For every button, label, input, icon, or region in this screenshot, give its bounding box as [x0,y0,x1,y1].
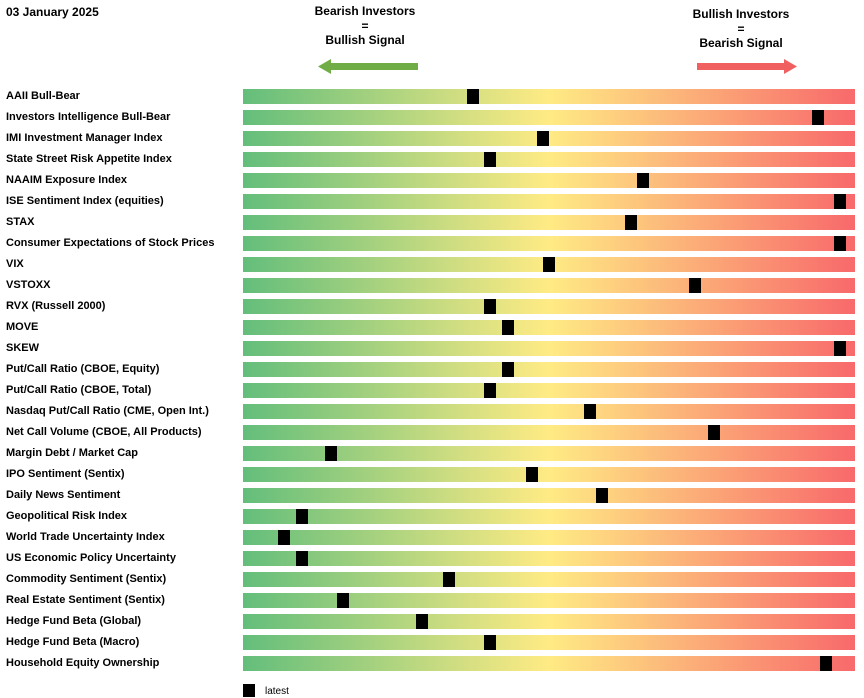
indicator-label: Margin Debt / Market Cap [6,447,139,459]
indicator-label: Nasdaq Put/Call Ratio (CME, Open Int.) [6,405,209,417]
indicator-label: Hedge Fund Beta (Macro) [6,636,140,648]
latest-marker [484,299,496,314]
indicator-label: Daily News Sentiment [6,489,121,501]
sentiment-range-bar [243,593,855,608]
latest-marker [502,362,514,377]
latest-marker [812,110,824,125]
signal-line: Bullish Investors [692,7,790,21]
indicator-label: VIX [6,258,24,270]
latest-marker [543,257,555,272]
indicator-label: Put/Call Ratio (CBOE, Total) [6,384,152,396]
sentiment-range-bar [243,299,855,314]
latest-marker [484,152,496,167]
sentiment-range-bar [243,194,855,209]
indicator-label: US Economic Policy Uncertainty [6,552,176,564]
latest-marker [584,404,596,419]
indicator-label: AAII Bull-Bear [6,90,80,102]
sentiment-range-bar [243,152,855,167]
indicator-label: RVX (Russell 2000) [6,300,106,312]
indicator-label: Consumer Expectations of Stock Prices [6,237,215,249]
latest-marker [537,131,549,146]
indicator-label: Hedge Fund Beta (Global) [6,615,142,627]
sentiment-range-bar [243,341,855,356]
sentiment-range-bar [243,362,855,377]
indicator-label: State Street Risk Appetite Index [6,153,172,165]
latest-marker [484,635,496,650]
indicator-label: World Trade Uncertainty Index [6,531,165,543]
latest-marker [502,320,514,335]
latest-marker [708,425,720,440]
indicator-label: Net Call Volume (CBOE, All Products) [6,426,202,438]
latest-marker [834,341,846,356]
sentiment-range-bar [243,467,855,482]
indicator-label: ISE Sentiment Index (equities) [6,195,164,207]
bearish-investors-signal: Bearish Investors = Bullish Signal [300,4,430,48]
latest-marker [443,572,455,587]
indicator-label: MOVE [6,321,39,333]
sentiment-range-bar [243,530,855,545]
latest-marker [337,593,349,608]
indicator-label: Put/Call Ratio (CBOE, Equity) [6,363,160,375]
latest-marker [689,278,701,293]
indicator-label: Real Estate Sentiment (Sentix) [6,594,165,606]
sentiment-range-bar [243,656,855,671]
latest-marker [820,656,832,671]
latest-marker [416,614,428,629]
sentiment-range-bar [243,404,855,419]
latest-marker [278,530,290,545]
sentiment-range-bar [243,89,855,104]
indicator-label: Household Equity Ownership [6,657,160,669]
legend-marker [243,684,255,697]
latest-marker [296,551,308,566]
latest-marker [296,509,308,524]
signal-line: = [737,21,745,36]
sentiment-range-bar [243,215,855,230]
signal-line: Bearish Investors [314,4,416,18]
sentiment-range-bar [243,257,855,272]
signal-line: Bearish Signal [699,36,783,50]
signal-arrows [318,59,797,74]
latest-marker [467,89,479,104]
indicator-label: NAAIM Exposure Index [6,174,128,186]
signal-line: Bullish Signal [325,33,405,47]
indicator-label: VSTOXX [6,279,51,291]
sentiment-range-bar [243,131,855,146]
sentiment-range-bar [243,383,855,398]
bullish-investors-signal: Bullish Investors = Bearish Signal [676,7,806,51]
latest-marker [637,173,649,188]
latest-marker [625,215,637,230]
indicator-label: Commodity Sentiment (Sentix) [6,573,167,585]
sentiment-range-bar [243,236,855,251]
sentiment-range-bar [243,551,855,566]
latest-marker [325,446,337,461]
sentiment-range-bar [243,509,855,524]
indicator-label: STAX [6,216,35,228]
sentiment-range-bar [243,572,855,587]
indicator-label: IPO Sentiment (Sentix) [6,468,125,480]
sentiment-range-bar [243,173,855,188]
indicator-label: Geopolitical Risk Index [6,510,128,522]
latest-marker [834,236,846,251]
sentiment-range-bar [243,425,855,440]
sentiment-range-bar [243,446,855,461]
sentiment-range-bar [243,278,855,293]
legend-label: latest [265,686,289,697]
right-arrow-icon [697,59,797,74]
signal-line: = [361,18,369,33]
sentiment-range-bar [243,614,855,629]
indicator-label: SKEW [6,342,39,354]
latest-marker [596,488,608,503]
report-date: 03 January 2025 [6,5,99,19]
sentiment-range-bar [243,488,855,503]
latest-marker [526,467,538,482]
latest-marker [484,383,496,398]
sentiment-range-bar [243,110,855,125]
sentiment-range-bar [243,635,855,650]
latest-marker [834,194,846,209]
indicator-label: Investors Intelligence Bull-Bear [6,111,171,123]
sentiment-range-bar [243,320,855,335]
left-arrow-icon [318,59,418,74]
indicator-label: IMI Investment Manager Index [6,132,163,144]
